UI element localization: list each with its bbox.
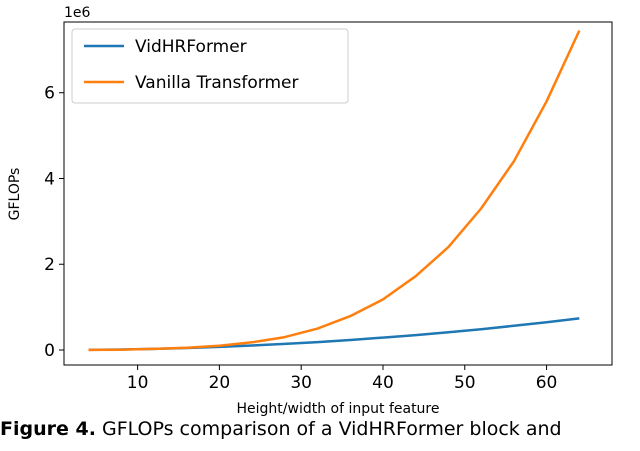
series-line-vanilla-transformer [88, 30, 581, 352]
x-tick-label: 30 [290, 373, 312, 393]
plot-area-frame [63, 21, 613, 366]
legend-box [71, 28, 349, 104]
x-tick-label: 60 [536, 373, 558, 393]
y-axis-multiplier: 1e6 [64, 5, 91, 21]
figure-caption-text: GFLOPs comparison of a VidHRFormer block… [95, 418, 562, 440]
y-tick-label: 0 [44, 341, 55, 361]
x-axis-ticks: 10 20 30 40 50 60 [127, 365, 558, 393]
x-tick-label: 20 [209, 373, 231, 393]
y-axis-label: GFLOPs [7, 168, 23, 221]
y-tick-label: 2 [44, 255, 55, 275]
line-chart: 10 20 30 40 50 60 0 2 4 6 1e6 Height/width of in… [7, 5, 613, 417]
legend-label-vanilla-transformer: Vanilla Transformer [135, 73, 299, 93]
y-tick-label: 6 [44, 84, 55, 104]
x-tick-label: 40 [372, 373, 394, 393]
legend-label-vidhrformer: VidHRFormer [135, 37, 247, 57]
legend: VidHRFormer Vanilla Transformer [71, 28, 349, 104]
figure-caption-label: Figure 4. [0, 418, 96, 440]
series-lines [88, 30, 581, 352]
figure-caption: Figure 4. GFLOPs comparison of a VidHRFo… [0, 418, 640, 451]
y-axis-ticks: 0 2 4 6 [44, 84, 64, 361]
y-tick-label: 4 [44, 169, 55, 189]
x-tick-label: 10 [127, 373, 149, 393]
x-axis-label: Height/width of input feature [237, 401, 440, 417]
x-tick-label: 50 [454, 373, 476, 393]
